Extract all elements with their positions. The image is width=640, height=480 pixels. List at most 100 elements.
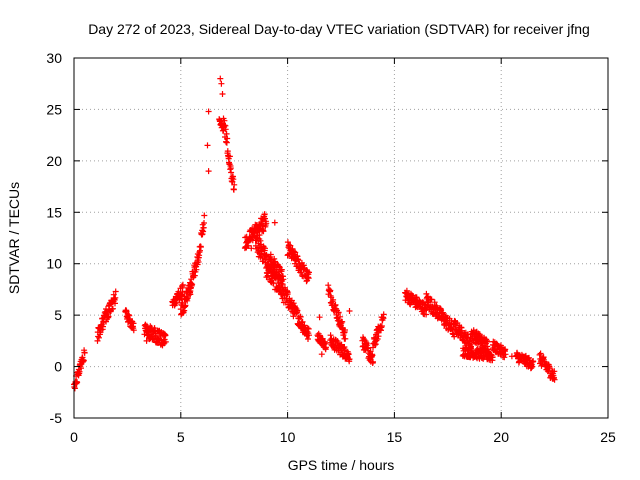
data-point bbox=[105, 313, 112, 320]
data-point bbox=[189, 281, 196, 288]
chart-title: Day 272 of 2023, Sidereal Day-to-day VTE… bbox=[88, 21, 590, 37]
data-point bbox=[81, 349, 88, 356]
data-point bbox=[248, 245, 255, 252]
data-point bbox=[74, 379, 81, 386]
x-tick-label: 10 bbox=[280, 429, 296, 445]
y-tick-label: 10 bbox=[46, 256, 62, 272]
y-tick-label: 5 bbox=[54, 307, 62, 323]
data-point bbox=[295, 257, 302, 264]
data-point bbox=[80, 357, 87, 364]
grid bbox=[74, 58, 608, 418]
data-point bbox=[109, 305, 116, 312]
data-point bbox=[380, 311, 387, 318]
data-point bbox=[476, 331, 483, 338]
data-point bbox=[305, 336, 311, 342]
data-point bbox=[162, 338, 169, 345]
x-tick-label: 5 bbox=[177, 429, 185, 445]
data-point bbox=[292, 249, 299, 256]
data-point bbox=[501, 354, 508, 361]
data-point bbox=[262, 245, 268, 252]
y-tick-label: 0 bbox=[54, 359, 62, 375]
data-point bbox=[228, 169, 235, 176]
data-point bbox=[335, 309, 342, 316]
data-point bbox=[280, 276, 287, 283]
data-point bbox=[201, 212, 208, 219]
data-point bbox=[327, 332, 334, 339]
data-point bbox=[345, 351, 352, 358]
data-point bbox=[205, 168, 212, 175]
data-point bbox=[370, 358, 376, 365]
data-point bbox=[346, 308, 353, 314]
data-point bbox=[342, 335, 349, 342]
data-points bbox=[71, 75, 558, 392]
data-point bbox=[374, 336, 381, 342]
data-point bbox=[262, 215, 268, 222]
data-point bbox=[278, 266, 285, 273]
data-point bbox=[284, 291, 291, 298]
data-point bbox=[342, 327, 348, 333]
data-point bbox=[305, 275, 312, 282]
data-point bbox=[193, 266, 200, 273]
data-point bbox=[346, 356, 353, 363]
data-point bbox=[217, 75, 224, 82]
data-point bbox=[123, 308, 130, 315]
y-tick-label: 25 bbox=[46, 101, 62, 117]
data-point bbox=[263, 220, 270, 227]
data-point bbox=[318, 351, 325, 358]
data-point bbox=[316, 332, 323, 339]
x-tick-label: 20 bbox=[493, 429, 509, 445]
data-point bbox=[230, 176, 237, 183]
data-point bbox=[112, 288, 119, 295]
x-tick-label: 15 bbox=[387, 429, 403, 445]
data-point bbox=[423, 311, 430, 318]
data-point bbox=[299, 318, 306, 325]
data-point bbox=[287, 242, 294, 249]
data-point bbox=[294, 307, 301, 314]
data-point bbox=[537, 350, 544, 357]
data-point bbox=[484, 338, 491, 345]
data-point bbox=[305, 325, 312, 332]
y-tick-label: 30 bbox=[46, 50, 62, 66]
data-point bbox=[182, 302, 189, 309]
data-point bbox=[205, 108, 212, 115]
y-tick-label: 20 bbox=[46, 153, 62, 169]
data-point bbox=[271, 219, 278, 226]
y-tick-label: 15 bbox=[46, 204, 62, 220]
data-point bbox=[330, 296, 337, 303]
data-point bbox=[428, 296, 435, 303]
data-point bbox=[284, 239, 291, 246]
data-point bbox=[323, 344, 329, 351]
data-point bbox=[489, 354, 496, 361]
data-point bbox=[255, 247, 262, 254]
data-point bbox=[337, 313, 344, 320]
data-point bbox=[204, 142, 211, 149]
data-point bbox=[257, 237, 264, 244]
data-point bbox=[369, 352, 376, 359]
data-point bbox=[502, 351, 509, 358]
data-point bbox=[178, 292, 185, 299]
data-point bbox=[378, 323, 385, 329]
data-point bbox=[184, 295, 191, 302]
data-point bbox=[322, 340, 329, 346]
data-point bbox=[479, 344, 485, 350]
data-point bbox=[112, 300, 118, 307]
data-point bbox=[197, 244, 204, 250]
data-point bbox=[316, 314, 323, 321]
data-point bbox=[222, 126, 229, 133]
axis-ticks: 0 5 10 15 20 25 -5 0 5 10 15 20 25 30 bbox=[46, 50, 616, 445]
data-point bbox=[224, 135, 231, 142]
data-point bbox=[218, 80, 225, 87]
data-point bbox=[260, 228, 267, 235]
data-point bbox=[130, 327, 137, 334]
y-tick-label: -5 bbox=[50, 410, 63, 426]
data-point bbox=[162, 332, 169, 339]
data-point bbox=[327, 287, 334, 294]
data-point bbox=[143, 337, 150, 344]
data-point bbox=[375, 333, 382, 340]
data-point bbox=[306, 332, 312, 339]
data-point bbox=[267, 251, 274, 258]
data-point bbox=[179, 281, 186, 288]
x-tick-label: 25 bbox=[600, 429, 616, 445]
x-axis-label: GPS time / hours bbox=[288, 457, 395, 473]
